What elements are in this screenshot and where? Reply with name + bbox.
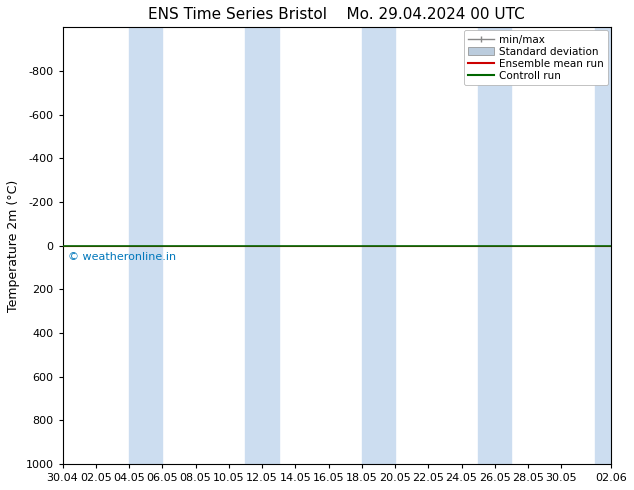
Bar bbox=[129, 27, 162, 464]
Bar bbox=[478, 27, 512, 464]
Text: © weatheronline.in: © weatheronline.in bbox=[67, 252, 176, 262]
Legend: min/max, Standard deviation, Ensemble mean run, Controll run: min/max, Standard deviation, Ensemble me… bbox=[463, 30, 608, 85]
Bar bbox=[362, 27, 395, 464]
Bar bbox=[245, 27, 279, 464]
Bar bbox=[595, 27, 628, 464]
Title: ENS Time Series Bristol    Mo. 29.04.2024 00 UTC: ENS Time Series Bristol Mo. 29.04.2024 0… bbox=[148, 7, 525, 22]
Y-axis label: Temperature 2m (°C): Temperature 2m (°C) bbox=[7, 179, 20, 312]
